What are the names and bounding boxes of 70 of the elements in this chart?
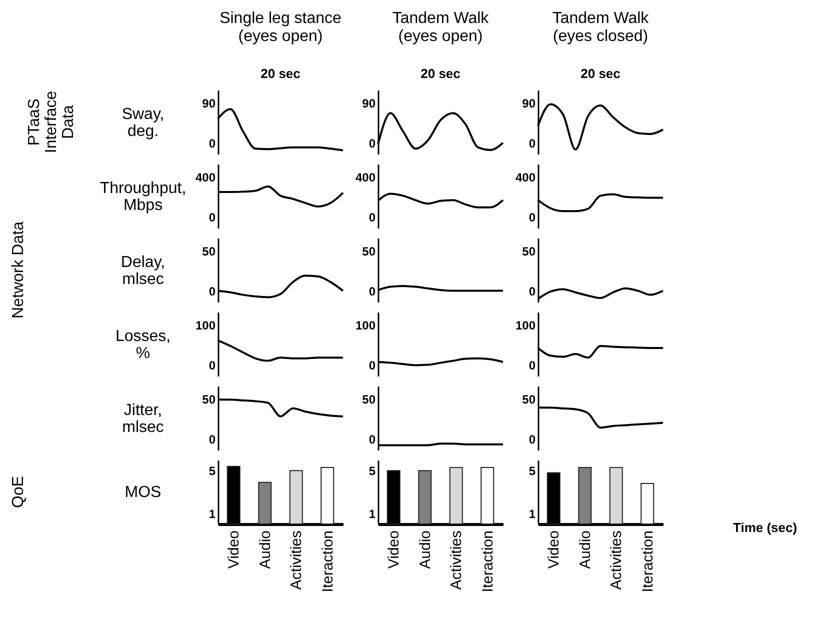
y-axis-title: Jitter, mlsec — [122, 402, 164, 436]
y-tick-label: 90 — [522, 96, 536, 110]
y-tick-label: 0 — [368, 136, 376, 150]
x-tick-label: Activities — [448, 530, 466, 590]
y-tick-label: 400 — [355, 170, 376, 184]
x-axis-title: 20 sec — [420, 66, 460, 81]
y-tick-label: 0 — [368, 210, 376, 224]
y-axis-title: Throughput, Mbps — [100, 180, 186, 214]
text: PTaaS Interface Data — [26, 90, 77, 154]
y-tick-label: 400 — [515, 170, 536, 184]
y-tick-label: 1 — [208, 506, 216, 521]
y-axis-title: MOS — [124, 484, 162, 501]
chart-title: Single leg stance (eyes open) — [220, 10, 342, 45]
y-tick-label: 400 — [195, 170, 216, 184]
x-axis-title: Time (sec) — [733, 520, 798, 535]
x-tick-label: Video — [546, 530, 563, 569]
y-axis-title: Sway, deg. — [122, 106, 164, 140]
x-tick-label: Audio — [576, 530, 594, 569]
y-tick-label: 1 — [368, 506, 376, 521]
y-tick-label: 0 — [528, 210, 536, 224]
y-tick-label: 50 — [522, 392, 536, 406]
y-tick-label: 100 — [355, 318, 376, 332]
chart-title: Tandem Walk (eyes open) — [392, 10, 490, 45]
x-tick-label: Audio — [416, 530, 434, 569]
x-axis-title: 20 sec — [260, 66, 300, 81]
bar — [258, 482, 272, 524]
x-tick-label: Activities — [608, 530, 626, 590]
y-tick-label: 50 — [522, 244, 536, 258]
y-tick-label: 100 — [515, 318, 536, 332]
chart-title: Tandem Walk (eyes closed) — [552, 10, 650, 45]
y-tick-label: 50 — [362, 392, 376, 406]
x-tick-label: Activities — [288, 530, 306, 590]
y-tick-label: 5 — [368, 464, 376, 478]
x-tick-label: Video — [386, 530, 403, 569]
y-axis-title: Losses, % — [115, 328, 171, 362]
x-tick-label: Iteraction — [639, 530, 656, 592]
y-tick-label: 50 — [362, 244, 376, 258]
y-axis-title: Delay, mlsec — [120, 254, 166, 288]
bar — [289, 470, 303, 524]
y-tick-label: 0 — [368, 284, 376, 298]
bar — [609, 466, 623, 524]
x-tick-label: Audio — [256, 530, 274, 569]
x-tick-label: Iteraction — [319, 530, 336, 592]
y-tick-label: 1 — [528, 506, 536, 521]
bar — [320, 466, 334, 524]
text: QoE — [10, 476, 27, 508]
y-tick-label: 0 — [528, 136, 536, 150]
y-tick-label: 0 — [368, 432, 376, 446]
y-tick-label: 100 — [195, 318, 216, 332]
y-tick-label: 0 — [208, 284, 216, 298]
y-tick-label: 5 — [208, 464, 216, 478]
y-tick-label: 0 — [208, 432, 216, 446]
y-tick-label: 90 — [362, 96, 376, 110]
y-tick-label: 0 — [208, 136, 216, 150]
x-tick-label: Video — [226, 530, 243, 569]
y-tick-label: 0 — [208, 210, 216, 224]
y-tick-label: 0 — [368, 358, 376, 372]
y-tick-label: 0 — [528, 432, 536, 446]
x-axis-title: 20 sec — [580, 66, 620, 81]
text: Network Data — [10, 221, 27, 318]
bar — [578, 466, 592, 524]
y-tick-label: 0 — [528, 358, 536, 372]
y-tick-label: 0 — [208, 358, 216, 372]
y-tick-label: 50 — [202, 244, 216, 258]
bar — [640, 482, 654, 524]
y-tick-label: 90 — [202, 96, 216, 110]
y-tick-label: 5 — [528, 464, 536, 478]
x-tick-label: Iteraction — [479, 530, 496, 592]
y-tick-label: 50 — [202, 392, 216, 406]
y-tick-label: 0 — [528, 284, 536, 298]
